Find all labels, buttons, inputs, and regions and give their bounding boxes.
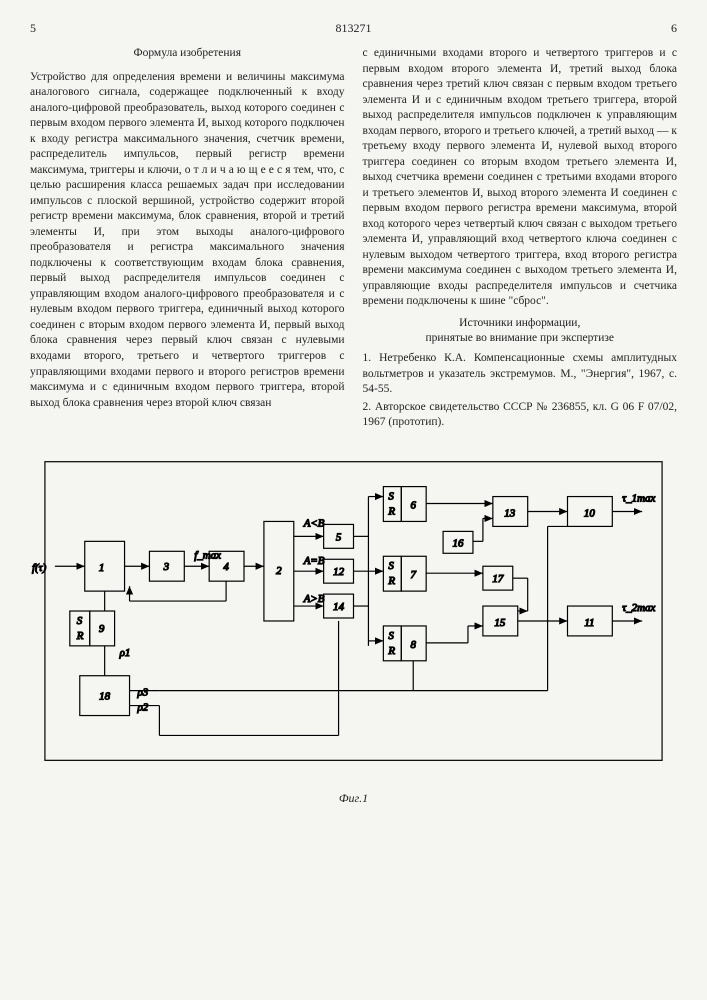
svg-text:10: 10 — [584, 507, 595, 519]
svg-text:ρ2: ρ2 — [137, 701, 149, 713]
svg-text:16: 16 — [453, 537, 464, 549]
svg-text:17: 17 — [492, 573, 503, 585]
svg-text:12: 12 — [333, 566, 344, 578]
right-column-text: с единичными входами второго и четвертог… — [363, 46, 678, 310]
svg-text:9: 9 — [99, 622, 105, 634]
right-column: с единичными входами второго и четвертог… — [363, 46, 678, 430]
svg-text:14: 14 — [333, 601, 344, 613]
svg-text:5: 5 — [336, 531, 342, 543]
page-header: 5 813271 6 — [30, 20, 677, 36]
input-label: f(τ) — [32, 562, 47, 574]
svg-text:1: 1 — [99, 562, 104, 574]
formula-title: Формула изобретения — [30, 46, 345, 62]
svg-text:S: S — [388, 560, 394, 572]
sources-title: Источники информации, принятые во вниман… — [363, 316, 678, 347]
svg-text:τ_1max: τ_1max — [622, 492, 655, 504]
svg-text:R: R — [387, 505, 395, 517]
svg-text:2: 2 — [276, 565, 282, 577]
circuit-diagram: f(τ) 1 S R 9 ρ1 18 ρ3 ρ2 3 f_max 4 — [30, 446, 677, 786]
page-num-right: 6 — [671, 20, 677, 36]
left-column: Формула изобретения Устройство для опред… — [30, 46, 345, 430]
svg-text:τ_2max: τ_2max — [622, 602, 655, 614]
svg-text:A<B: A<B — [303, 517, 325, 529]
svg-text:6: 6 — [410, 499, 416, 511]
svg-text:A>B: A>B — [303, 593, 325, 605]
svg-text:S: S — [388, 629, 394, 641]
svg-text:13: 13 — [504, 507, 515, 519]
svg-text:R: R — [387, 575, 395, 587]
svg-text:A=B: A=B — [303, 555, 325, 567]
svg-text:R: R — [387, 644, 395, 656]
svg-text:R: R — [76, 629, 84, 641]
svg-text:18: 18 — [99, 690, 110, 702]
svg-text:8: 8 — [410, 638, 416, 650]
text-columns: Формула изобретения Устройство для опред… — [30, 46, 677, 430]
svg-text:ρ3: ρ3 — [137, 686, 149, 698]
figure-label: Фиг.1 — [30, 790, 677, 806]
doc-number: 813271 — [36, 20, 671, 36]
svg-text:15: 15 — [494, 617, 505, 629]
svg-text:S: S — [388, 490, 394, 502]
source-1: 1. Нетребенко К.А. Компенсационные схемы… — [363, 351, 678, 398]
svg-text:11: 11 — [584, 617, 594, 629]
left-column-text: Устройство для определения времени и вел… — [30, 70, 345, 411]
source-2: 2. Авторское свидетельство СССР № 236855… — [363, 400, 678, 431]
svg-text:ρ1: ρ1 — [119, 646, 131, 658]
svg-text:4: 4 — [223, 561, 229, 573]
svg-text:7: 7 — [410, 569, 416, 581]
svg-text:S: S — [77, 615, 83, 627]
svg-text:3: 3 — [163, 561, 170, 573]
